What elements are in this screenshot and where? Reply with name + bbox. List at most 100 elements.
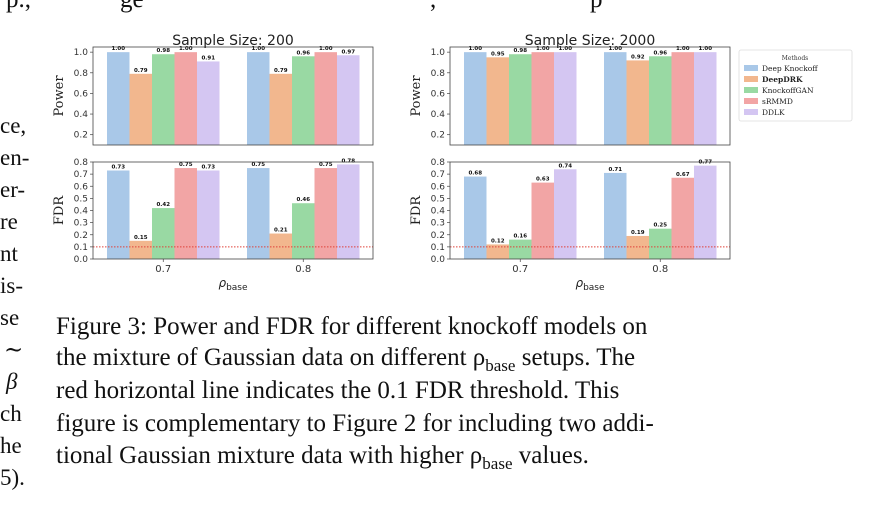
data-label: 0.15 [134,235,148,241]
y-tick-label: 0.2 [431,131,445,141]
data-label: 1.00 [608,46,622,52]
bar [247,52,270,145]
plot-frame [92,46,374,146]
bar [314,52,337,145]
data-label: 0.78 [341,158,355,164]
bar [129,73,152,145]
legend-label: sRMMD [762,97,793,106]
chart-title: Sample Size: 200 [172,33,294,49]
y-tick-label: 0.5 [431,194,445,204]
y-tick-label: 0.0 [431,255,446,265]
legend-swatch [744,65,758,71]
data-label: 0.21 [274,228,288,234]
bar [554,52,577,145]
caption-line-5: tional Gaussian mixture data with higher… [56,442,589,474]
bar [292,56,315,145]
data-label: 0.75 [179,162,193,168]
bar [531,52,554,145]
y-tick-label: 0.4 [431,207,446,217]
y-tick-label: 0.3 [431,219,445,229]
x-axis-label-symbol: ρ [575,276,583,290]
data-label: 1.00 [558,46,572,52]
bar [554,169,577,259]
bar [464,176,487,259]
top-fragment: , [430,0,436,14]
legend-swatch [744,98,758,104]
x-axis-label-symbol: ρ [218,276,226,290]
bar [269,73,292,145]
data-label: 0.96 [296,50,310,56]
bar [269,233,292,259]
data-label: 0.95 [491,51,505,57]
data-label: 0.12 [491,238,505,244]
side-fragment: en- [0,145,30,170]
y-tick-label: 1.0 [74,48,89,58]
side-fragment: er- [0,177,26,202]
data-label: 0.25 [653,223,667,229]
bar [486,57,509,145]
caption-subscript: base [485,356,516,375]
chart-panel: 1.00 1.000.950.920.98 0.961.00 1.001.00 1.00… [409,33,731,146]
figure: 1.00 1.00 0.79 0.79 0.98 0.96 1.00 1.00 0.91 0.97… [52,33,853,293]
caption-subscript: base [482,454,513,473]
caption-text: tional Gaussian mixture data with higher… [56,442,483,469]
y-axis-label: Power [409,75,424,117]
data-label: 0.79 [134,68,148,74]
side-fragment: β [6,369,18,394]
data-label: 0.16 [513,234,527,240]
bar [649,56,672,145]
y-axis-label: Power [52,75,67,117]
bar [509,239,532,259]
bar [197,61,220,145]
y-tick-label: 0.7 [431,170,445,180]
data-label: 0.46 [296,197,310,203]
y-tick-label: 0.1 [431,243,445,253]
caption-text: the mixture of Gaussian data on differen… [56,344,486,371]
x-tick-label: 0.7 [155,264,171,275]
y-tick-label: 0.6 [431,89,446,99]
data-label: 1.00 [179,46,193,52]
side-fragment: nt [0,241,18,266]
y-tick-label: 0.8 [74,69,89,79]
data-label: 1.00 [676,46,690,52]
caption-line-2: the mixture of Gaussian data on differen… [56,344,635,376]
x-tick-label: 0.8 [652,264,668,275]
y-tick-label: 1.0 [431,48,446,58]
y-tick-label: 0.3 [74,219,88,229]
y-tick-label: 0.8 [431,158,446,168]
data-label: 0.67 [676,172,690,178]
side-fragment: re [0,209,18,234]
legend-label: KnockoffGAN [762,86,814,95]
chart-title: Sample Size: 2000 [525,33,655,49]
x-axis-label: ρbase [575,276,605,293]
y-tick-label: 0.0 [74,255,89,265]
bar [671,52,694,145]
bar [197,170,220,259]
y-axis-label: FDR [409,195,424,225]
side-fragment: ∼ [4,337,24,362]
legend-swatch [744,87,758,93]
data-label: 0.73 [201,164,215,170]
legend-box [738,49,853,122]
data-label: 0.74 [558,163,572,169]
bar [129,240,152,259]
y-axis-label: FDR [52,195,67,225]
caption-line-4: figure is complementary to Figure 2 for … [56,410,654,437]
bar [626,60,649,146]
side-fragment: ce, [0,113,27,138]
side-fragment: se [0,305,20,330]
y-tick-label: 0.6 [431,182,446,192]
y-tick-label: 0.7 [74,170,88,180]
side-fragment: he [0,433,22,458]
bar [174,168,197,259]
y-tick-label: 0.4 [74,110,89,120]
bar [694,165,717,259]
data-label: 0.96 [653,50,667,56]
bar [604,172,627,259]
data-label: 1.00 [468,46,482,52]
bar [626,235,649,259]
bar [152,54,175,145]
data-label: 0.98 [156,48,170,54]
bar [337,55,360,145]
bar [314,168,337,259]
